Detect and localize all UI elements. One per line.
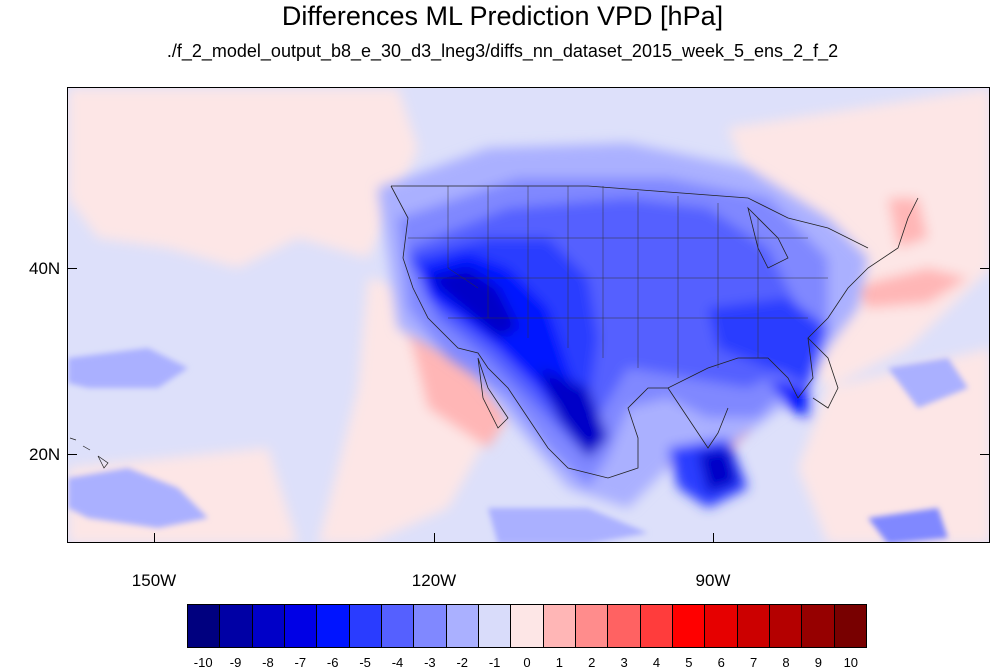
hawaii-islands [69,437,109,469]
colorbar-box [705,605,738,647]
colorbar-box [478,605,512,647]
colorbar-box [414,605,447,647]
colorbar-box [220,605,253,647]
colorbar-box [769,605,803,647]
colorbar-box [317,605,350,647]
colorbar-label: -4 [391,655,404,670]
vpd-difference-field [68,88,989,542]
map-panel [67,87,990,543]
colorbar-label: 2 [588,655,596,670]
lat-tick-20n-right [980,454,990,455]
colorbar [187,604,867,648]
colorbar-label: 9 [814,655,823,670]
colorbar-label: 5 [685,655,693,670]
coastlines [390,185,919,479]
field-detail [68,348,968,542]
lat-label-40n: 40N [29,259,61,278]
colorbar-box [284,605,318,647]
colorbar-box [543,605,576,647]
colorbar-box [349,605,382,647]
colorbar-box [608,605,641,647]
colorbar-label: 0 [523,655,531,670]
state-borders [408,186,828,378]
lon-label-120w: 120W [411,571,457,590]
lon-tick-90w [713,533,714,543]
colorbar-box [672,605,706,647]
colorbar-box [737,605,770,647]
colorbar-label: -2 [456,655,469,670]
colorbar-label: 8 [782,655,790,670]
map-subtitle: ./f_2_model_output_b8_e_30_d3_lneg3/diff… [166,41,839,61]
lon-label-150w: 150W [131,571,177,590]
colorbar-box [381,605,415,647]
colorbar-label: -10 [193,655,213,670]
colorbar-box [640,605,673,647]
colorbar-label: -3 [424,655,436,670]
lat-tick-40n-right [980,268,990,269]
colorbar-box [188,605,221,647]
colorbar-label: 1 [555,655,563,670]
colorbar-label: -9 [229,655,242,670]
colorbar-box [802,605,835,647]
lon-tick-150w [154,533,155,543]
lon-label-90w: 90W [695,571,731,590]
colorbar-box [575,605,609,647]
colorbar-box [252,605,285,647]
colorbar-box [834,605,866,647]
colorbar-label: -7 [294,655,307,670]
colorbar-label: -8 [262,655,274,670]
map-title: Differences ML Prediction VPD [hPa] [281,1,724,31]
lat-tick-20n-left [67,454,77,455]
colorbar-label: -1 [488,655,501,670]
colorbar-box [446,605,479,647]
colorbar-label: 6 [717,655,725,670]
colorbar-label: 7 [750,655,758,670]
colorbar-label: -6 [326,655,339,670]
lon-tick-120w [434,533,435,543]
colorbar-label: 10 [843,655,859,670]
lat-label-20n: 20N [29,445,61,464]
colorbar-label: 3 [620,655,628,670]
colorbar-label: 4 [652,655,661,670]
colorbar-label: -5 [359,655,371,670]
colorbar-box [511,605,544,647]
lat-tick-40n-left [67,268,77,269]
